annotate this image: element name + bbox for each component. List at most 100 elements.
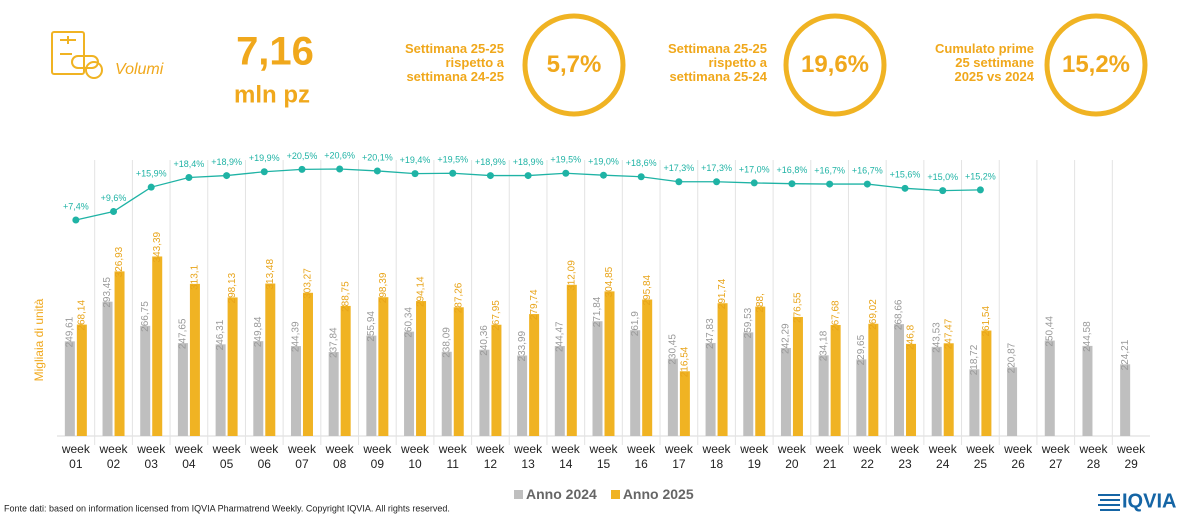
- trend-point: [863, 180, 871, 188]
- data-label: 313,1: [190, 264, 201, 289]
- headline-unit: mln pz: [234, 81, 310, 108]
- x-tick-label: week 01: [61, 442, 90, 471]
- trend-label: +18,9%: [513, 157, 544, 167]
- bar: [189, 283, 200, 436]
- x-tick-label: week 25: [966, 442, 995, 471]
- bar: [630, 330, 641, 436]
- trend-point: [637, 173, 645, 181]
- bar: [717, 303, 728, 436]
- bar: [943, 343, 954, 436]
- x-tick-label: week 27: [1041, 442, 1070, 471]
- icon-label: Volumi: [115, 61, 164, 78]
- data-label: 271,84: [592, 296, 603, 327]
- bar: [931, 346, 942, 436]
- data-label: 287,26: [453, 282, 464, 313]
- bar: [667, 358, 678, 436]
- trend-point: [939, 187, 947, 195]
- data-label: 242,29: [781, 323, 792, 354]
- trend-point: [298, 165, 306, 173]
- kpi-value: 19,6%: [800, 51, 870, 78]
- bar: [215, 344, 226, 436]
- bar: [404, 331, 415, 436]
- kpi-label-line: rispetto a: [445, 55, 504, 70]
- bar: [416, 301, 427, 436]
- data-label: 243,53: [931, 322, 942, 353]
- data-label: 298,39: [378, 272, 389, 303]
- trend-label: +20,1%: [362, 152, 393, 162]
- trend-point: [750, 179, 758, 187]
- data-label: 276,55: [793, 292, 804, 323]
- data-label: 259,53: [743, 307, 754, 338]
- trend-point: [72, 216, 80, 224]
- data-label: 229,65: [856, 334, 867, 365]
- bar: [1007, 367, 1018, 436]
- data-label: 293,45: [102, 277, 113, 308]
- iqvia-logo-mark: [1098, 494, 1120, 511]
- bar: [378, 297, 389, 436]
- data-label: 246,31: [215, 319, 226, 350]
- data-label: 295,84: [642, 274, 653, 305]
- x-tick-label: week 23: [891, 442, 920, 471]
- trend-point: [223, 172, 231, 180]
- bar: [818, 355, 829, 436]
- x-tick-label: week 19: [740, 442, 769, 471]
- bar: [102, 301, 113, 436]
- trend-point: [486, 172, 494, 180]
- x-tick-label: week 06: [250, 442, 279, 471]
- trend-point: [147, 183, 155, 191]
- trend-label: +9,6%: [101, 193, 127, 203]
- bar: [554, 345, 565, 436]
- bar: [328, 351, 339, 436]
- bar: [604, 291, 615, 436]
- bar: [491, 324, 502, 436]
- data-label: 244,47: [554, 321, 565, 352]
- logo-text: IQVIA: [1122, 490, 1176, 512]
- data-label: 326,93: [114, 246, 125, 277]
- trend-label: +15,9%: [136, 169, 167, 179]
- data-label: 234,18: [818, 330, 829, 361]
- volumi-icon: [51, 31, 103, 79]
- trend-point: [373, 167, 381, 175]
- trend-label: +19,0%: [588, 157, 619, 167]
- bar: [679, 371, 690, 436]
- trend-label: +20,5%: [287, 151, 318, 161]
- x-tick-label: week 08: [325, 442, 354, 471]
- trend-label: +17,3%: [701, 163, 732, 173]
- data-label: 244,39: [291, 321, 302, 352]
- bar: [981, 330, 992, 436]
- data-label: 247,65: [178, 318, 189, 349]
- data-label: 250,44: [1044, 316, 1055, 347]
- data-label: 247,83: [705, 318, 716, 349]
- data-label: 233,99: [517, 330, 528, 361]
- x-tick-label: week 03: [137, 442, 166, 471]
- x-tick-label: week 05: [212, 442, 241, 471]
- kpi-ring: [783, 13, 887, 117]
- bar: [517, 355, 528, 436]
- data-label: 238,09: [441, 327, 452, 358]
- data-label: 279,74: [529, 289, 540, 320]
- x-tick-label: week 09: [363, 442, 392, 471]
- data-label: 298,13: [227, 272, 238, 303]
- x-tick-label: week 20: [777, 442, 806, 471]
- trend-label: +16,7%: [852, 165, 883, 175]
- trend-point: [600, 171, 607, 179]
- legend-swatch: [514, 490, 523, 499]
- kpi-label-line: Cumulato prime: [935, 41, 1034, 56]
- bar: [479, 349, 490, 436]
- trend-label: +17,3%: [663, 163, 694, 173]
- trend-label: +15,6%: [890, 170, 921, 180]
- trend-label: +18,9%: [475, 157, 506, 167]
- kpi-label: Settimana 25-25 rispetto a settimana 25-24: [617, 42, 767, 84]
- bar: [265, 283, 276, 436]
- bar: [441, 351, 452, 436]
- bar: [302, 292, 313, 436]
- data-label: 288,75: [340, 281, 351, 312]
- data-label: 244,58: [1082, 321, 1093, 352]
- x-tick-label: week 13: [514, 442, 543, 471]
- data-label: 343,39: [152, 231, 163, 262]
- kpi-label-line: settimana 24-25: [406, 69, 504, 84]
- trend-label: +19,5%: [437, 155, 468, 165]
- bar: [227, 297, 238, 436]
- x-tick-label: week 28: [1079, 442, 1108, 471]
